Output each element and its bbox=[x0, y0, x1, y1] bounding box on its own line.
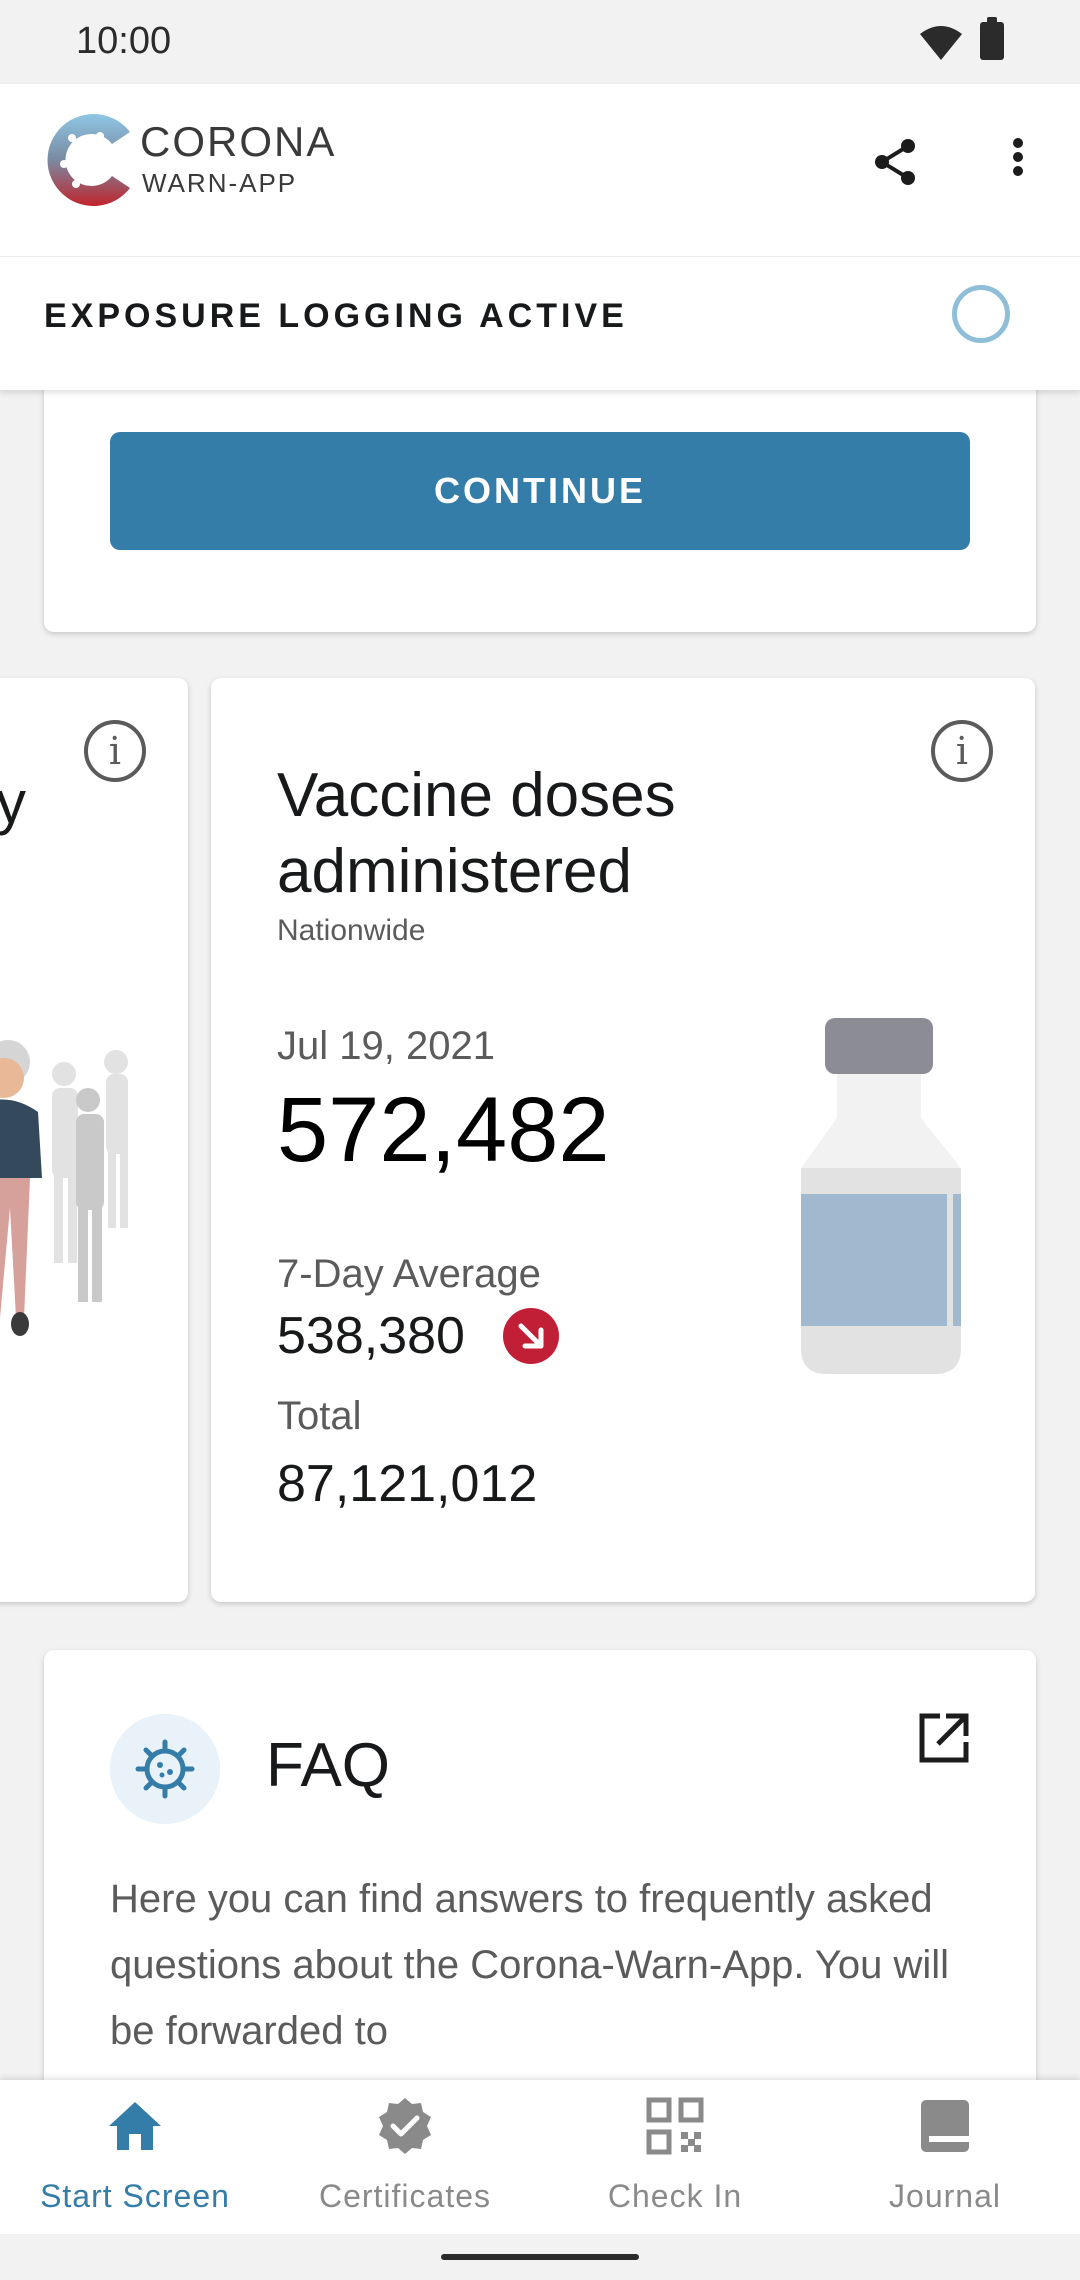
vaccine-card-subtitle: Nationwide bbox=[277, 914, 426, 947]
nav-check-in[interactable]: Check In bbox=[540, 2080, 810, 2234]
total-label: Total bbox=[277, 1394, 362, 1438]
certificate-badge-icon bbox=[379, 2098, 431, 2154]
faq-description: Here you can find answers to frequently … bbox=[110, 1877, 950, 2053]
nav-start-screen[interactable]: Start Screen bbox=[0, 2080, 270, 2234]
vaccine-date: Jul 19, 2021 bbox=[277, 1024, 495, 1068]
battery-icon bbox=[980, 17, 1004, 60]
continue-button[interactable]: CONTINUE bbox=[110, 432, 970, 550]
qr-code-icon bbox=[646, 2097, 704, 2155]
exposure-logging-row[interactable]: EXPOSURE LOGGING ACTIVE bbox=[0, 256, 1080, 390]
nav-label: Start Screen bbox=[40, 2178, 230, 2214]
nav-label: Check In bbox=[607, 2178, 743, 2214]
trend-down-arrow-icon bbox=[503, 1308, 559, 1364]
nav-journal[interactable]: Journal bbox=[810, 2080, 1080, 2234]
logo-subtitle: WARN-APP bbox=[142, 168, 298, 198]
vaccine-daily-value: 572,482 bbox=[277, 1079, 610, 1181]
more-options-icon[interactable] bbox=[990, 134, 1046, 190]
status-bar: 10:00 bbox=[0, 0, 1080, 84]
nav-certificates[interactable]: Certificates bbox=[270, 2080, 540, 2234]
journal-book-icon bbox=[921, 2100, 969, 2152]
logo-title: CORONA bbox=[140, 118, 337, 165]
faq-title: FAQ bbox=[266, 1731, 391, 1800]
total-value: 87,121,012 bbox=[277, 1455, 538, 1513]
people-illustration bbox=[0, 1040, 128, 1336]
partial-stats-card[interactable]: y i bbox=[0, 678, 188, 1602]
vaccine-bottle-illustration bbox=[801, 1018, 961, 1374]
status-time: 10:00 bbox=[76, 20, 172, 62]
seven-day-average-label: 7-Day Average bbox=[277, 1252, 541, 1296]
info-icon[interactable]: i bbox=[84, 720, 146, 782]
gesture-handle[interactable] bbox=[441, 2254, 639, 2260]
external-link-icon[interactable] bbox=[916, 1710, 972, 1766]
home-icon bbox=[109, 2102, 161, 2150]
partial-card-title: y bbox=[0, 769, 26, 836]
wifi-icon bbox=[920, 26, 962, 60]
info-icon[interactable]: i bbox=[931, 720, 993, 782]
gesture-navigation-area bbox=[0, 2234, 1080, 2280]
faq-card[interactable]: FAQ Here you can find answers to frequen… bbox=[44, 1650, 1036, 2120]
virus-icon bbox=[110, 1714, 220, 1824]
top-card: CONTINUE bbox=[44, 360, 1036, 632]
vaccine-doses-card[interactable]: i Vaccine doses administered Nationwide … bbox=[211, 678, 1035, 1602]
exposure-status-indicator bbox=[952, 285, 1010, 343]
share-icon[interactable] bbox=[868, 134, 924, 190]
corona-warn-app-logo bbox=[47, 113, 131, 206]
bottom-navigation: Start Screen Certificates Check In Journ… bbox=[0, 2080, 1080, 2234]
vaccine-card-title: Vaccine doses administered bbox=[277, 761, 676, 906]
nav-label: Journal bbox=[889, 2178, 1001, 2214]
seven-day-average-value: 538,380 bbox=[277, 1307, 465, 1365]
exposure-status-label: EXPOSURE LOGGING ACTIVE bbox=[44, 297, 628, 335]
app-bar: CORONA WARN-APP EXPOSURE LOGGING ACTIVE bbox=[0, 84, 1080, 390]
nav-label: Certificates bbox=[318, 2178, 492, 2214]
